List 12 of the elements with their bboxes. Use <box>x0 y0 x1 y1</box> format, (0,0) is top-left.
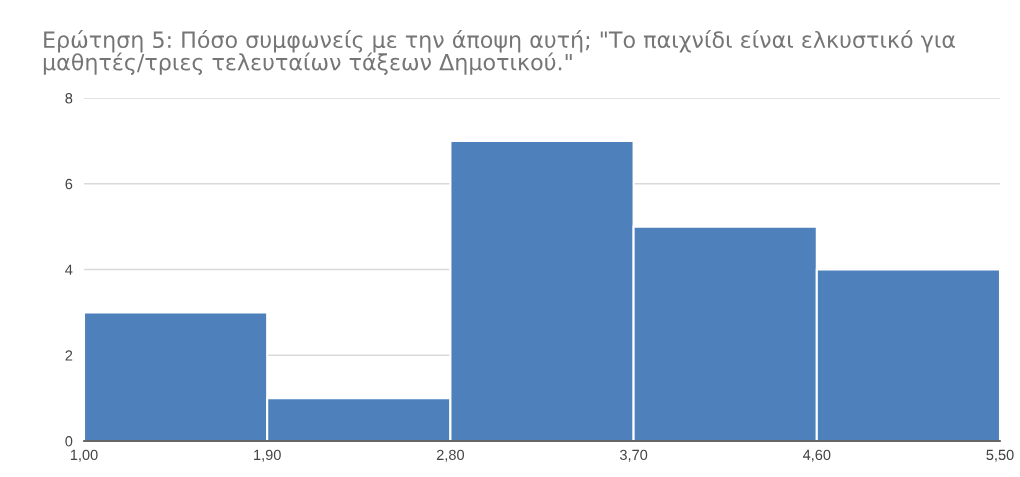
chart-title: Ερώτηση 5: Πόσο συμφωνείς με την άποψη αυτή; "Το παιχνίδι είναι ελκυστικό για μαθητές/τριες τελευταίων τάξεων Δημοτικού." <box>43 30 955 75</box>
x-tick-label: 4,60 <box>802 449 831 462</box>
x-tick-label: 2,80 <box>436 449 465 462</box>
x-tick-label: 1,90 <box>254 449 281 462</box>
x-tick-label: 5,50 <box>986 449 1014 462</box>
x-tick-label: 1,00 <box>70 449 98 462</box>
y-tick-label: 6 <box>65 178 73 190</box>
y-tick-label: 0 <box>65 436 73 447</box>
y-tick-label: 4 <box>65 264 73 275</box>
y-tick-label: 8 <box>65 93 73 104</box>
x-tick-label: 3,70 <box>619 449 648 462</box>
y-tick-label: 2 <box>65 350 73 361</box>
